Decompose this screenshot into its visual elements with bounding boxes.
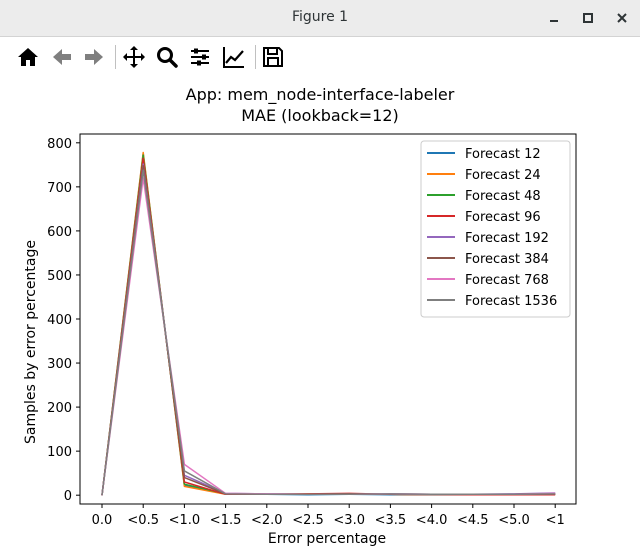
legend-entry: Forecast 24 [465, 168, 541, 183]
minimize-button[interactable] [544, 8, 564, 28]
legend-box [420, 140, 571, 318]
x-tick-label: 0.0 [92, 513, 113, 528]
y-tick-label: 300 [47, 357, 72, 372]
chart-subtitle: MAE (lookback=12) [241, 106, 399, 125]
x-tick-label: <4.0 [416, 513, 448, 528]
y-tick-label: 600 [47, 225, 72, 240]
y-axis-label: Samples by error percentage [23, 240, 39, 444]
y-tick-label: 800 [47, 137, 72, 152]
pan-icon [123, 46, 145, 68]
maximize-icon [583, 13, 593, 23]
x-tick-label: <3.5 [375, 513, 407, 528]
legend-entry: Forecast 384 [465, 252, 549, 267]
zoom-button[interactable] [151, 41, 183, 73]
toolbar-separator [115, 45, 116, 69]
home-icon [18, 48, 38, 66]
x-tick-label: <2.5 [292, 513, 324, 528]
x-tick-label: <2.0 [251, 513, 283, 528]
y-tick-label: 400 [47, 313, 72, 328]
minimize-icon [550, 20, 558, 22]
toolbar-separator [255, 45, 256, 69]
pan-button[interactable] [118, 41, 150, 73]
x-tick-label: <0.5 [127, 513, 159, 528]
home-button[interactable] [12, 41, 44, 73]
y-tick-label: 500 [47, 269, 72, 284]
y-tick-label: 700 [47, 181, 72, 196]
legend-entry: Forecast 1536 [465, 294, 557, 309]
legend-entry: Forecast 12 [465, 147, 541, 162]
x-tick-label: <1.0 [169, 513, 201, 528]
edit-axis-button[interactable] [218, 41, 250, 73]
legend-entry: Forecast 192 [465, 231, 549, 246]
y-tick-label: 100 [47, 445, 72, 460]
x-tick-label: <1.5 [210, 513, 242, 528]
forward-arrow-icon [85, 49, 103, 65]
figure-canvas[interactable]: App: mem_node-interface-labeler MAE (loo… [0, 78, 640, 556]
x-tick-label: <5.0 [498, 513, 530, 528]
close-icon [617, 13, 627, 23]
legend-entry: Forecast 48 [465, 189, 541, 204]
save-button[interactable] [257, 41, 289, 73]
matplotlib-toolbar [0, 37, 640, 77]
plot-area: 0.0 <0.5 <1.0 <1.5 <2.0 <2.5 <3.0 <3.5 <4.0 <4.5 <… [47, 133, 577, 528]
x-axis-label: Error percentage [268, 531, 386, 547]
configure-subplots-button[interactable] [184, 41, 216, 73]
edit-axis-icon [223, 47, 244, 68]
maximize-button[interactable] [578, 8, 598, 28]
y-tick-label: 0 [64, 489, 72, 504]
x-tick-label: <4.5 [457, 513, 489, 528]
back-arrow-icon [53, 49, 71, 65]
x-tick-label: <3.0 [333, 513, 365, 528]
chart-title: App: mem_node-interface-labeler [186, 85, 455, 105]
save-icon [263, 47, 283, 67]
configure-subplots-icon [191, 48, 209, 66]
back-button[interactable] [46, 41, 78, 73]
line-chart: App: mem_node-interface-labeler MAE (loo… [23, 85, 577, 547]
close-button[interactable] [612, 8, 632, 28]
x-tick-label: <1 [546, 513, 565, 528]
legend-entry: Forecast 96 [465, 210, 541, 225]
series-line [101, 169, 556, 496]
y-tick-label: 200 [47, 401, 72, 416]
legend-entry: Forecast 768 [465, 273, 549, 288]
window-titlebar: Figure 1 [0, 0, 640, 37]
forward-button[interactable] [78, 41, 110, 73]
zoom-icon [157, 47, 178, 68]
window-title: Figure 1 [291, 9, 349, 25]
